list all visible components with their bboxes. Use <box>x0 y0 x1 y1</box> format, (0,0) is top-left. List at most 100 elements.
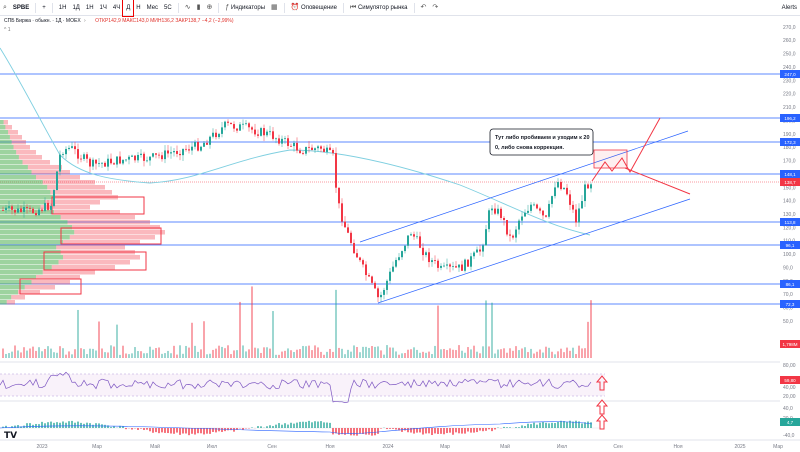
volume-bar <box>362 346 364 358</box>
macd-histogram-bar <box>419 428 421 433</box>
price-badge <box>780 340 800 348</box>
candle-body <box>230 122 232 125</box>
macd-histogram-bar <box>140 428 142 429</box>
candle-body <box>572 204 574 210</box>
right-panel-label[interactable]: Alerts <box>781 4 797 11</box>
highlight-box <box>60 227 162 245</box>
interval-5s[interactable]: 5С <box>164 4 172 11</box>
macd-histogram-bar <box>587 421 589 428</box>
undo-icon[interactable]: ↶ <box>420 3 427 11</box>
macd-histogram-bar <box>296 422 298 428</box>
templates-icon[interactable]: ▦ <box>271 3 278 11</box>
macd-histogram-bar <box>251 427 253 428</box>
macd-histogram-bar <box>221 428 223 432</box>
macd-histogram-bar <box>257 426 259 428</box>
volume-bar <box>401 353 403 358</box>
macd-histogram-bar <box>545 422 547 428</box>
volume-bar <box>44 348 46 358</box>
volume-profile-bar-down <box>36 275 80 280</box>
volume-bar <box>179 345 181 358</box>
candle-body <box>122 159 124 164</box>
volume-bar <box>68 351 70 358</box>
interval-3[interactable]: 1Н <box>85 4 94 11</box>
price-axis-tick: 210,0 <box>783 105 796 111</box>
candle-body <box>305 146 307 154</box>
volume-bar <box>386 345 388 358</box>
macd-histogram-bar <box>377 428 379 434</box>
line-chart-icon[interactable]: ∿ <box>184 3 191 11</box>
interval-week[interactable]: Н <box>136 4 141 11</box>
price-badge <box>780 280 800 288</box>
candle-body <box>347 227 349 233</box>
collapse-legend-button[interactable]: ^ 1 <box>4 27 11 33</box>
volume-bar <box>521 348 523 358</box>
candle-body <box>494 208 496 214</box>
candle-body <box>245 123 247 125</box>
candle-body <box>239 124 241 131</box>
macd-histogram-bar <box>350 428 352 436</box>
candle-body <box>14 209 16 213</box>
candle-body <box>281 138 283 144</box>
compare-icon[interactable]: ⊕ <box>206 3 213 11</box>
candle-body <box>134 155 136 161</box>
volume-profile-bar-down <box>11 140 26 145</box>
volume-bar <box>155 348 157 358</box>
volume-bar <box>509 348 511 358</box>
price-axis-tick: 100,0 <box>783 252 796 258</box>
indicators-button[interactable]: ƒ Индикаторы <box>222 0 268 16</box>
volume-bar <box>515 346 517 358</box>
volume-bar <box>302 345 304 358</box>
candle-body <box>527 210 529 213</box>
candle-body <box>545 215 547 217</box>
time-axis-tick: Май <box>150 443 160 450</box>
candle-body <box>80 158 82 160</box>
symbol-name[interactable]: SPBE <box>12 4 30 11</box>
interval-day-selected[interactable]: Д <box>122 0 135 17</box>
replay-button[interactable]: ⏮ Симулятор рынка <box>347 0 411 16</box>
candle-body <box>422 247 424 256</box>
price-badge <box>780 114 800 122</box>
macd-histogram-bar <box>464 428 466 434</box>
candle-body <box>455 266 457 268</box>
interval-month[interactable]: Мес <box>146 4 159 11</box>
interval-1[interactable]: 1Н <box>58 4 67 11</box>
symbol-title: СПБ Биржа · обыкн. · 1Д · MOEX <box>4 18 81 24</box>
macd-histogram-bar <box>494 428 496 430</box>
candle-body <box>53 190 55 207</box>
interval-4[interactable]: 1Ч <box>99 4 107 11</box>
volume-bar <box>380 350 382 358</box>
macd-histogram-bar <box>149 428 151 432</box>
volume-bar <box>134 347 136 358</box>
macd-histogram-bar <box>566 422 568 428</box>
candles-icon[interactable]: ▮ <box>196 3 201 11</box>
volume-bar <box>227 345 229 358</box>
candle-body <box>317 146 319 149</box>
candle-body <box>314 148 316 151</box>
candle-body <box>86 154 88 159</box>
macd-histogram-bar <box>215 428 217 433</box>
volume-profile-bar-up <box>0 240 63 245</box>
add-symbol-button[interactable]: + <box>42 4 46 11</box>
volume-bar <box>206 354 208 358</box>
volume-bar <box>440 349 442 358</box>
candle-body <box>242 123 244 125</box>
macd-axis-tick: -40,0 <box>783 433 795 439</box>
search-icon[interactable]: ⌕ <box>3 3 7 11</box>
candle-body <box>143 153 145 161</box>
redo-icon[interactable]: ↷ <box>432 3 439 11</box>
volume-profile-bar-down <box>51 265 115 270</box>
volume-bar <box>5 353 7 358</box>
macd-histogram-bar <box>65 422 67 428</box>
volume-profile-bar-up <box>0 285 25 290</box>
price-axis-tick: 230,0 <box>783 78 796 84</box>
volume-bar <box>323 354 325 358</box>
interval-2[interactable]: 1Д <box>72 4 80 11</box>
macd-histogram-bar <box>119 425 121 428</box>
alert-button[interactable]: ⏰ Оповещение <box>288 0 340 16</box>
macd-histogram-bar <box>560 420 562 428</box>
interval-5[interactable]: 4Ч <box>112 4 121 11</box>
macd-histogram-bar <box>137 428 139 430</box>
macd-histogram-bar <box>194 428 196 435</box>
candle-body <box>551 196 553 204</box>
